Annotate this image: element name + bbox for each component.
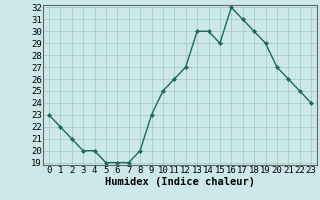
X-axis label: Humidex (Indice chaleur): Humidex (Indice chaleur) (105, 177, 255, 187)
